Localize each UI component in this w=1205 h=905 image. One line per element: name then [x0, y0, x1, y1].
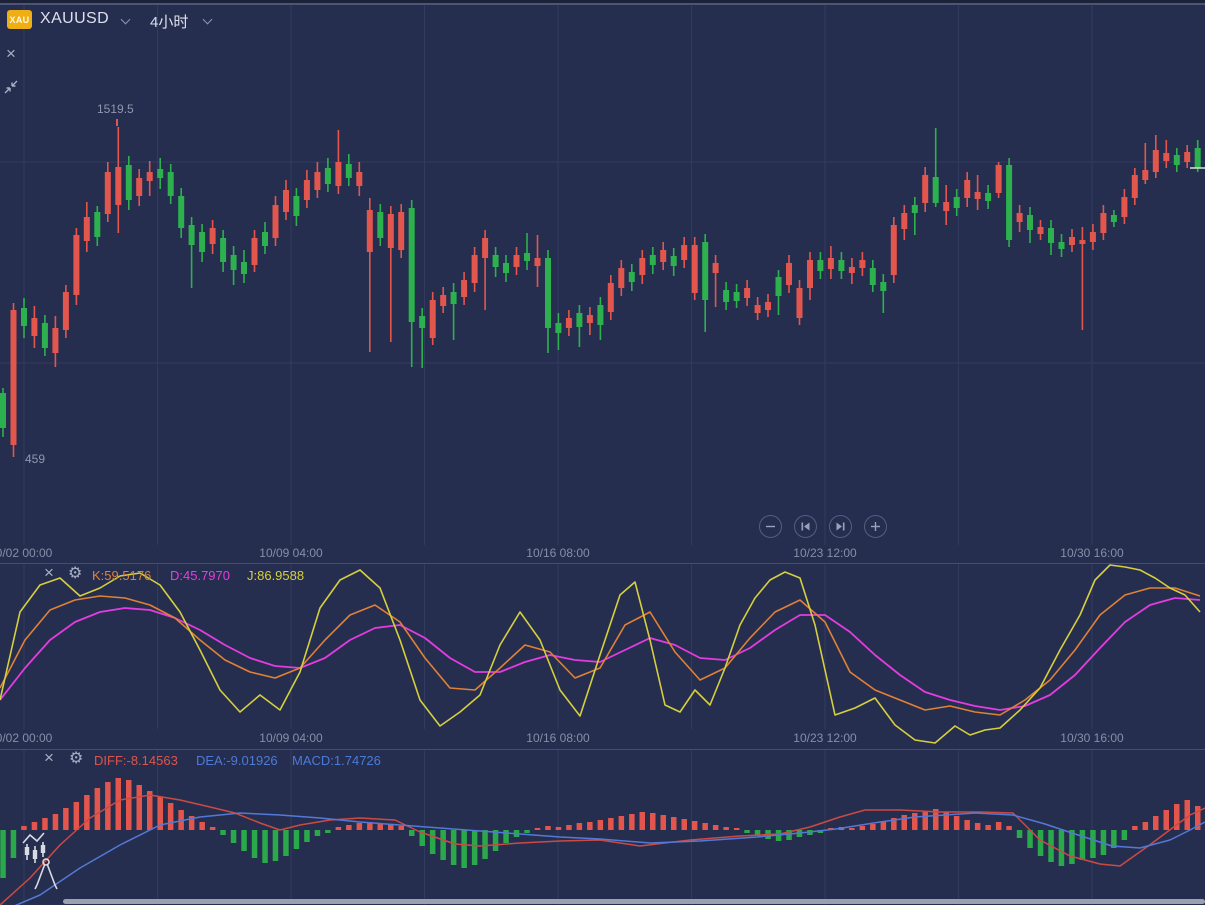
time-axis-label: 10/30 16:00	[1060, 731, 1124, 745]
time-axis-label: 10/23 12:00	[793, 731, 857, 745]
macd-macd-value: MACD:1.74726	[292, 753, 381, 768]
zoom-in-button[interactable]	[864, 515, 887, 538]
time-axis-label: 10/23 12:00	[793, 546, 857, 560]
kdj-d-value: D:45.7970	[170, 568, 230, 583]
macd-dea-value: DEA:-9.01926	[196, 753, 278, 768]
skip-to-end-button[interactable]	[829, 515, 852, 538]
kdj-k-line	[0, 587, 1201, 716]
high-price-tick	[116, 119, 118, 126]
macd-close-icon[interactable]: ×	[44, 748, 54, 767]
collapse-icon[interactable]	[3, 79, 19, 95]
time-axis-label: 0/02 00:00	[0, 546, 53, 560]
macd-panel-divider	[0, 749, 1205, 750]
indicator-chart-tool-icon[interactable]	[20, 830, 56, 872]
top-border-strip	[0, 0, 1205, 3]
kdj-d-line	[0, 597, 1201, 711]
gridlines	[0, 5, 1205, 905]
macd-dea-line	[14, 812, 1205, 905]
plus-icon	[871, 522, 880, 531]
kdj-j-value: J:86.9588	[247, 568, 305, 583]
timeframe-selector[interactable]: 4小时	[150, 14, 189, 31]
skip-start-icon	[801, 522, 810, 531]
macd-diff-value: DIFF:-8.14563	[94, 753, 178, 768]
zoom-out-button[interactable]	[759, 515, 782, 538]
macd-diff-line	[0, 794, 1205, 905]
skip-to-start-button[interactable]	[794, 515, 817, 538]
time-axis-label: 10/16 08:00	[526, 546, 590, 560]
chevron-down-icon[interactable]	[122, 16, 130, 24]
chevron-down-icon[interactable]	[204, 16, 212, 24]
time-axis-label: 10/16 08:00	[526, 731, 590, 745]
high-price-label: 1519.5	[97, 102, 134, 116]
kdj-k-value: K:59.5176	[92, 568, 152, 583]
symbol-selector[interactable]: XAUUSD	[40, 10, 110, 27]
low-price-label: 459	[25, 452, 46, 466]
time-axis-label: 10/09 04:00	[259, 546, 323, 560]
time-axis-label: 0/02 00:00	[0, 731, 53, 745]
kdj-panel-divider	[0, 563, 1205, 564]
kdj-settings-gear-icon[interactable]: ⚙	[68, 565, 83, 582]
kdj-j-line	[0, 564, 1201, 744]
top-border-line	[0, 3, 1205, 5]
symbol-badge-icon: XAU	[7, 10, 32, 29]
candlesticks	[0, 127, 1201, 457]
compass-drawing-tool-icon[interactable]	[32, 855, 64, 895]
time-axis-label: 10/30 16:00	[1060, 546, 1124, 560]
skip-end-icon	[836, 522, 845, 531]
kdj-close-icon[interactable]: ×	[44, 563, 54, 582]
macd-histogram	[0, 778, 1201, 878]
main-chart-close-icon[interactable]: ×	[6, 44, 16, 63]
horizontal-scrollbar[interactable]	[63, 899, 1205, 904]
macd-settings-gear-icon[interactable]: ⚙	[69, 750, 84, 767]
minus-icon	[766, 525, 775, 528]
time-axis-label: 10/09 04:00	[259, 731, 323, 745]
